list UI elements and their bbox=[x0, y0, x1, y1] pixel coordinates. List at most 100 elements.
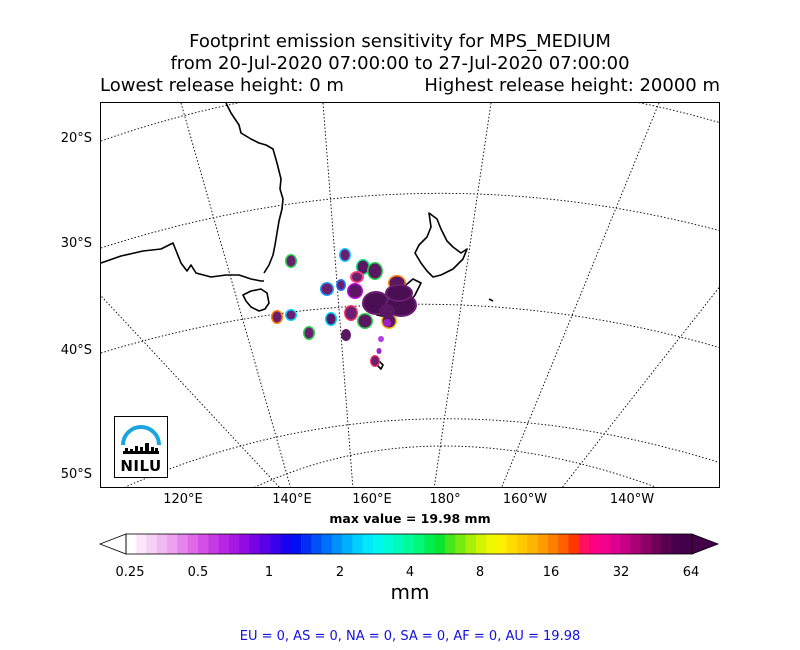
graticule-lat-30s bbox=[101, 192, 719, 249]
lon-label-140w: 140°W bbox=[609, 492, 655, 507]
graticule-lon-140e bbox=[180, 103, 291, 487]
colorbar-cell bbox=[280, 534, 292, 554]
footprint-blob bbox=[347, 283, 363, 299]
footprint-blob bbox=[357, 313, 373, 329]
lon-label-180: 180° bbox=[429, 492, 461, 507]
colorbar-cell bbox=[187, 534, 199, 554]
footprint-blob bbox=[370, 355, 380, 367]
lon-label-120e: 120°E bbox=[163, 492, 203, 507]
colorbar bbox=[98, 533, 720, 555]
footprint-blob bbox=[376, 348, 382, 354]
colorbar-cell bbox=[331, 534, 343, 554]
lat-label-50s: 50°S bbox=[60, 467, 92, 482]
colorbar-units: mm bbox=[390, 580, 430, 604]
colorbar-cell bbox=[671, 534, 683, 554]
colorbar-cell bbox=[486, 534, 497, 554]
lon-label-160e: 160°E bbox=[352, 492, 392, 507]
colorbar-cell bbox=[609, 534, 621, 554]
footprint-blob bbox=[341, 329, 351, 341]
colorbar-tick-label: 0.5 bbox=[187, 565, 209, 580]
colorbar-cell bbox=[455, 534, 466, 554]
coastline-australia-south bbox=[101, 242, 264, 282]
lowest-release-height: Lowest release height: 0 m bbox=[100, 75, 344, 96]
lat-label-20s: 20°S bbox=[60, 131, 92, 146]
colorbar-cells bbox=[126, 534, 693, 554]
colorbar-cell bbox=[589, 534, 600, 554]
colorbar-cell bbox=[249, 534, 261, 554]
colorbar-cell bbox=[321, 534, 333, 554]
colorbar-cell bbox=[259, 534, 271, 554]
lat-label-30s: 30°S bbox=[60, 236, 92, 251]
coastlines bbox=[101, 103, 494, 370]
coastline-nz-north-island bbox=[414, 212, 468, 278]
highest-release-height: Highest release height: 20000 m bbox=[424, 75, 720, 96]
colorbar-cell bbox=[136, 534, 147, 554]
colorbar-tick-label: 32 bbox=[612, 565, 630, 580]
coastline-chatham-islands bbox=[488, 298, 494, 302]
coastline-tasmania bbox=[242, 288, 270, 312]
lon-label-140e: 140°E bbox=[272, 492, 312, 507]
colorbar-tick-label: 16 bbox=[542, 565, 560, 580]
colorbar-cell bbox=[630, 534, 641, 554]
map-canvas bbox=[101, 103, 719, 487]
colorbar-cell bbox=[126, 534, 137, 554]
colorbar-over-extension bbox=[691, 533, 720, 555]
map-title-line-2: from 20-Jul-2020 07:00:00 to 27-Jul-2020… bbox=[170, 53, 630, 74]
colorbar-cell bbox=[475, 534, 487, 554]
footprint-blob bbox=[336, 279, 346, 291]
footprint-blob bbox=[385, 284, 413, 302]
colorbar-cell bbox=[352, 534, 364, 554]
footprint-blob bbox=[379, 304, 395, 318]
colorbar-cell bbox=[414, 534, 425, 554]
footprint-blob bbox=[344, 305, 358, 321]
region-totals: EU = 0, AS = 0, NA = 0, SA = 0, AF = 0, … bbox=[239, 629, 581, 644]
map-area bbox=[100, 102, 720, 488]
colorbar-cell bbox=[218, 534, 230, 554]
map-title-line-1: Footprint emission sensitivity for MPS_M… bbox=[189, 31, 611, 52]
colorbar-cell bbox=[393, 534, 405, 554]
lon-label-160w: 160°W bbox=[502, 492, 548, 507]
graticule-lat-60s bbox=[254, 445, 657, 487]
footprint-blob bbox=[271, 310, 283, 324]
colorbar-cell bbox=[619, 534, 631, 554]
colorbar-cell bbox=[547, 534, 559, 554]
colorbar-cell bbox=[527, 534, 539, 554]
nilu-logo-arc bbox=[121, 425, 161, 446]
colorbar-tick-label: 0.25 bbox=[115, 565, 145, 580]
colorbar-cell bbox=[578, 534, 590, 554]
footprint-blob bbox=[320, 282, 334, 296]
colorbar-cell bbox=[177, 534, 189, 554]
colorbar-tick-label: 4 bbox=[405, 565, 415, 580]
footprint-blob bbox=[285, 254, 297, 268]
map-title-line-3: Lowest release height: 0 m Highest relea… bbox=[100, 75, 720, 97]
graticule-lon-120e bbox=[101, 295, 280, 487]
colorbar-cell bbox=[517, 534, 528, 554]
colorbar-tick-label: 64 bbox=[682, 565, 700, 580]
graticule-lon-160e bbox=[322, 103, 354, 487]
graticule-lon-160w bbox=[501, 103, 660, 487]
footprint-blob bbox=[325, 312, 337, 326]
colorbar-cell bbox=[311, 534, 322, 554]
footprint-blob bbox=[285, 309, 297, 321]
nilu-logo-text: NILU bbox=[120, 457, 162, 475]
colorbar-tick-label: 8 bbox=[475, 565, 485, 580]
max-value-label: max value = 19.98 mm bbox=[329, 511, 491, 526]
graticule-lon-140w bbox=[561, 286, 719, 487]
footprint-blob bbox=[339, 248, 351, 262]
colorbar-cell bbox=[445, 534, 456, 554]
footprint-blob bbox=[350, 271, 364, 283]
colorbar-cell bbox=[290, 534, 302, 554]
colorbar-cell bbox=[650, 534, 662, 554]
colorbar-cell bbox=[228, 534, 240, 554]
nilu-logo-skyline bbox=[123, 443, 159, 454]
colorbar-cell bbox=[465, 534, 477, 554]
colorbar-cell bbox=[568, 534, 580, 554]
footprint-blob bbox=[303, 326, 315, 340]
footprint-field bbox=[271, 248, 417, 367]
colorbar-cell bbox=[424, 534, 436, 554]
colorbar-cell bbox=[239, 534, 250, 554]
colorbar-cell bbox=[342, 534, 353, 554]
graticule-lat-20s bbox=[101, 103, 719, 142]
colorbar-cell bbox=[362, 534, 374, 554]
colorbar-under-extension bbox=[98, 533, 127, 555]
